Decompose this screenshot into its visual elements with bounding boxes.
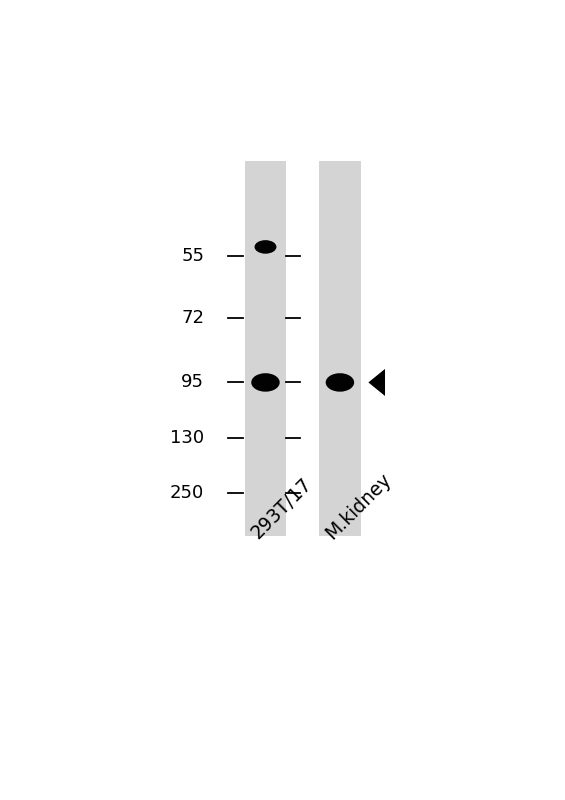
Bar [245, 161, 286, 537]
Polygon shape [368, 369, 385, 396]
Text: 293T/17: 293T/17 [247, 474, 316, 542]
Text: 130: 130 [170, 429, 204, 447]
Text: 95: 95 [181, 374, 204, 391]
Text: 55: 55 [181, 247, 204, 265]
Text: 250: 250 [170, 484, 204, 502]
Ellipse shape [254, 240, 276, 254]
Ellipse shape [251, 373, 280, 392]
Text: M.kidney: M.kidney [322, 470, 395, 542]
Text: 72: 72 [181, 309, 204, 326]
Ellipse shape [325, 373, 354, 392]
Bar [319, 161, 360, 537]
